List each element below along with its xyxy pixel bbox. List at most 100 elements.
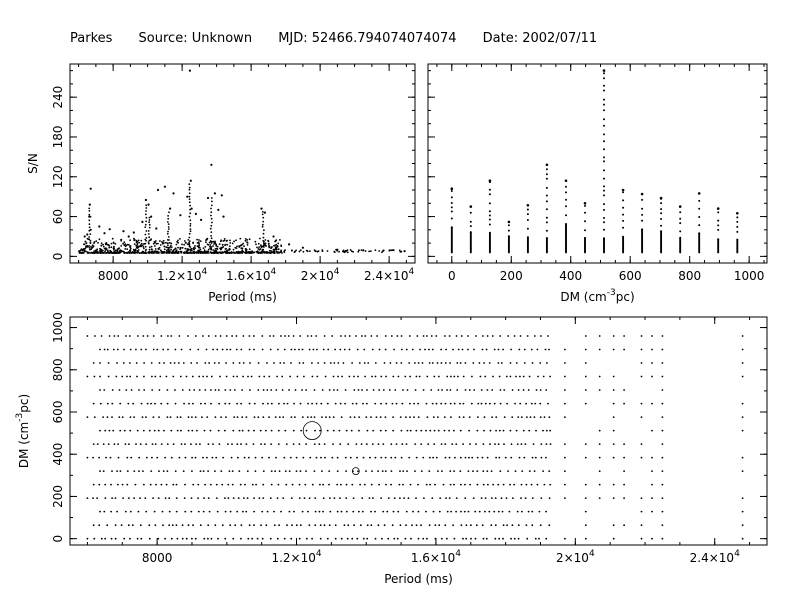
data-point [210,246,213,248]
data-point [449,483,452,486]
data-point [248,402,251,405]
data-point [602,69,606,72]
data-point [219,252,222,254]
data-point [117,247,120,250]
data-point [493,348,496,351]
data-point [185,251,188,254]
y-tick-label: 1000 [51,312,65,343]
data-point [508,510,511,513]
data-point [517,416,520,418]
data-point [383,524,386,527]
data-point [262,248,264,251]
data-point [384,470,387,472]
data-point [603,194,605,197]
data-point [679,236,682,239]
data-point [210,389,212,391]
data-point [141,244,144,247]
data-point [126,483,129,486]
data-point [124,248,127,250]
data-point [121,416,124,418]
data-point [490,470,493,472]
data-point [469,225,472,228]
data-point [392,375,395,378]
data-point [85,242,88,245]
data-point [400,429,403,432]
data-point [152,348,155,351]
data-point [151,389,154,391]
data-point [128,252,131,254]
data-point [391,402,394,405]
data-point [144,223,147,226]
data-point [612,375,615,378]
data-point [270,443,272,445]
data-point [237,497,240,499]
data-point [212,348,215,351]
data-point [422,389,425,391]
data-point [188,240,191,243]
data-point [156,456,159,459]
data-point [564,456,566,459]
data-point [199,470,202,472]
data-point [246,470,249,472]
data-point [483,416,486,418]
data-point [435,335,438,337]
x-tick-label: 200 [500,269,523,283]
data-point [499,335,502,337]
x-tick-label: 1.2×104 [271,549,321,565]
data-point [154,375,157,378]
data-point [320,456,322,459]
data-point [339,348,342,351]
data-point [450,510,452,513]
data-point [623,483,625,486]
data-point [390,335,393,337]
data-point [268,456,270,459]
data-point [262,216,265,219]
data-point [116,510,118,513]
data-point [217,429,220,432]
data-point [492,483,494,486]
data-point [298,483,301,486]
data-point [319,483,321,486]
plot-frame [69,63,416,264]
data-point [253,510,256,513]
data-point [651,402,653,405]
data-point [88,213,91,216]
data-point [378,348,381,351]
data-point [495,429,497,432]
data-point [415,375,418,378]
data-point [161,510,164,513]
data-point [180,429,182,432]
data-point [416,335,419,337]
data-point [399,416,402,418]
data-point [519,335,522,337]
data-point [211,221,213,224]
data-point [404,375,407,378]
data-point [153,510,156,513]
data-point [319,524,322,527]
data-point [137,335,139,337]
data-point [295,470,298,472]
data-point [449,402,452,405]
y-tick-label: 0 [51,253,65,261]
data-point [334,402,337,405]
data-point [110,246,113,249]
data-point [507,470,509,472]
data-point [360,249,363,252]
data-point [245,443,248,445]
data-point [487,483,489,486]
data-point [273,524,276,527]
data-point [280,244,282,247]
data-point [523,362,526,364]
data-point [99,470,101,472]
data-point [249,250,251,253]
data-point [430,389,433,391]
data-point [457,348,460,351]
data-point [143,243,145,245]
data-point [189,179,192,182]
data-point [247,375,249,378]
data-point [533,470,536,472]
data-point [542,375,545,378]
data-point [108,335,111,337]
data-point [306,537,308,540]
data-point [277,242,280,245]
